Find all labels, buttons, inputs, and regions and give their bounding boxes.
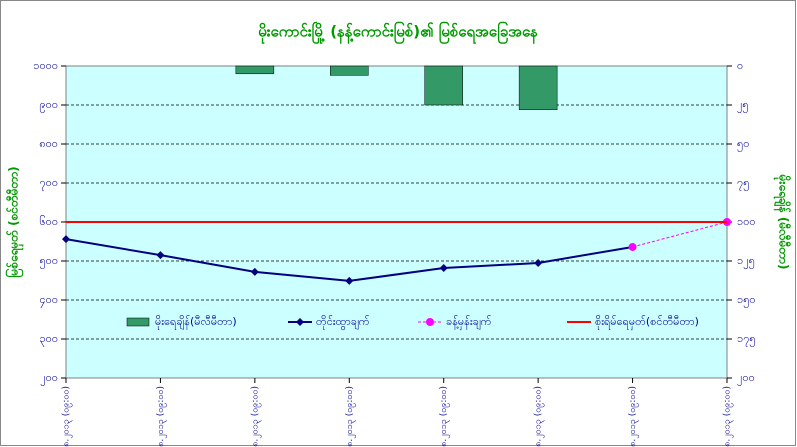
x-tick-label: ၁၉.၈.၂၀၁၃ (၀၉:၀၀) [62, 386, 73, 447]
y2-tick-label: ၂၅ [737, 98, 749, 113]
y2-tick-label: ၁၇၅ [737, 332, 756, 347]
marker [439, 264, 448, 273]
x-tick-label: ၂၄.၈.၂၀၁၃ (၀၉:၀၀) [534, 386, 545, 447]
x-tick-label: ၂၂.၈.၂၀၁၃ (၀၉:၀၀) [345, 386, 356, 447]
legend-marker [296, 318, 304, 326]
y-tick-label: ၅၀၀ [39, 254, 58, 269]
marker [628, 242, 637, 251]
legend-label: စိုးရိမ်ရေမှတ်(စင်တီမီတာ) [595, 315, 699, 330]
y-axis-title: မြစ်ရေမှတ် (စင်တီမီတာ) [4, 166, 25, 277]
y-tick-label: ၃၀၀ [39, 332, 58, 347]
y-tick-label: ၄၀၀ [39, 293, 58, 308]
y-tick-label: ၆၀၀ [39, 215, 58, 228]
bar [518, 65, 558, 110]
y2-tick-label: ၁၂၅ [737, 254, 755, 269]
bar [330, 65, 369, 76]
x-tick-label: ၂၁.၈.၂၀၁၃ (၀၉:၀၀) [250, 386, 261, 447]
line [632, 221, 728, 248]
y2-tick-label: ၂၀၀ [737, 371, 755, 386]
y2-tick-label: ၅၀ [737, 137, 749, 152]
x-tick-label: ၂၅.၈.၂၀၁၃ (၀၉:၀၀) [628, 386, 639, 447]
y2-tick-label: ၁၀၀ [737, 215, 756, 228]
legend-label: တိုင်းထွာချက် [316, 315, 370, 330]
y-tick-label: ၉၀၀ [39, 98, 58, 113]
legend-label: ခန့်မှန်းချက် [446, 315, 492, 330]
bar [424, 65, 463, 106]
marker [250, 267, 259, 276]
legend-marker [426, 318, 434, 326]
y-tick-label: ၈၀၀ [39, 137, 58, 150]
x-tick-label: ၂၀.၈.၂၀၁၃ (၀၉:၀၀) [156, 386, 167, 447]
y2-tick-label: ၀ [737, 59, 743, 72]
legend-swatch [126, 317, 150, 327]
y-tick-label: ၁၀၀၀ [33, 59, 58, 72]
y2-tick-label: ၁၅၀ [737, 293, 756, 308]
marker [156, 251, 165, 260]
y-tick-label: ၂၀၀ [40, 371, 58, 386]
marker [62, 235, 70, 244]
marker [534, 258, 543, 267]
marker [345, 276, 354, 285]
x-tick-label: ၂၃.၈.၂၀၁၃ (၀၉:၀၀) [439, 386, 450, 447]
legend-label: မိုးရေချိန်(မီလီမီတာ) [155, 315, 237, 330]
y-tick-label: ၇၀၀ [39, 176, 58, 191]
y2-tick-label: ၇၅ [737, 176, 749, 191]
bar [235, 65, 275, 75]
x-tick-label: ၂၆.၈.၂၀၁၃ (၀၉:၀၀) [722, 386, 734, 447]
y2-axis-title: မိုးရေချိန် (မီလီမီတာ) [773, 174, 793, 270]
